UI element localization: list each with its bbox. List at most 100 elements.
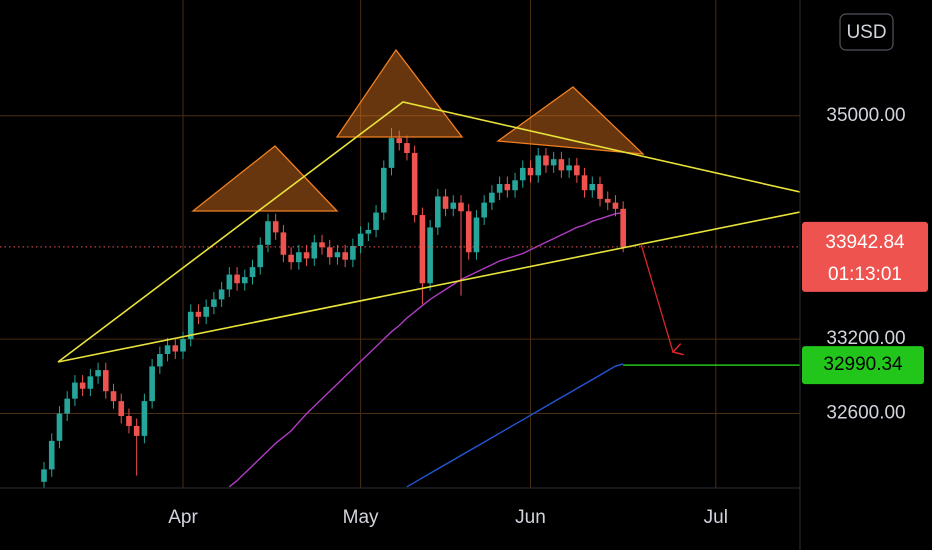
candle-body: [496, 184, 503, 193]
candle-body: [79, 382, 86, 389]
plot-area: [0, 128, 800, 488]
y-tick-label: 32600.00: [826, 403, 905, 424]
candle-body: [543, 155, 549, 166]
candle-body: [257, 244, 264, 268]
candle-body: [180, 339, 186, 352]
candle-body: [288, 254, 294, 263]
trend-line-lower: [57, 211, 800, 363]
candle-body: [149, 366, 155, 402]
candle-body: [380, 167, 387, 213]
candle-body: [504, 184, 511, 191]
candle-body: [218, 289, 225, 300]
candle-body: [535, 155, 542, 176]
y-tick-label: 33200.00: [826, 328, 905, 349]
candle-body: [265, 221, 271, 245]
x-tick-label: Jun: [515, 507, 546, 528]
target-box: [802, 346, 924, 385]
x-tick-label: Jul: [704, 507, 728, 528]
trend-line-upper: [57, 101, 800, 363]
candle-body: [234, 274, 240, 284]
candle-body: [550, 159, 557, 166]
candle-body: [110, 391, 117, 402]
candle-body: [388, 138, 395, 168]
candle-body: [419, 215, 426, 284]
candle-body: [195, 311, 202, 317]
candle-body: [56, 413, 63, 441]
down-arrow: [640, 243, 673, 352]
candle-body: [64, 398, 70, 414]
currency-label: USD: [846, 22, 886, 43]
candle-body: [249, 267, 256, 278]
candle-body: [357, 233, 364, 247]
candle-body: [566, 165, 572, 171]
candle-body: [203, 306, 209, 317]
candle-body: [411, 152, 418, 216]
x-tick-label: May: [343, 507, 379, 528]
candle-body: [489, 192, 495, 203]
candle-body: [612, 202, 619, 209]
candle-body: [442, 196, 449, 209]
triangle-head: [335, 48, 464, 138]
candle-body: [226, 274, 233, 290]
candle-body: [458, 202, 464, 212]
axes: 35000.00 33200.00 32600.00 Apr May Jun Jul 3394…: [168, 105, 928, 528]
candle-body: [187, 311, 194, 340]
countdown-label: 01:13:01: [828, 264, 902, 285]
candle-body: [126, 416, 132, 426]
candle-body: [396, 138, 403, 144]
candle-body: [604, 198, 611, 203]
candle-body: [72, 382, 78, 399]
y-tick-label: 35000.00: [826, 105, 905, 126]
candle-body: [157, 353, 163, 367]
candle-body: [48, 440, 55, 470]
candle-body: [319, 242, 325, 248]
candle-body: [481, 202, 487, 218]
candle-body: [589, 184, 596, 191]
candle-body: [296, 252, 302, 263]
candle-body: [326, 247, 333, 258]
moving-average: [228, 211, 624, 488]
candle-body: [350, 246, 356, 260]
candle-body: [172, 345, 179, 352]
candle-body: [164, 345, 171, 354]
candle-body: [211, 299, 217, 307]
candle-body: [574, 165, 580, 176]
candle-body: [118, 401, 125, 417]
drawings: [57, 48, 800, 363]
candle-body: [365, 229, 372, 234]
candle-body: [272, 221, 279, 233]
candle-body: [512, 180, 518, 191]
last-price-box: [802, 221, 928, 292]
candle-body: [87, 376, 94, 389]
candle-body: [620, 208, 626, 247]
triangle-right: [496, 86, 645, 155]
candle-body: [558, 159, 565, 171]
candle-body: [303, 252, 310, 259]
last-price-label: 33942.84: [825, 232, 905, 253]
candle-body: [41, 469, 47, 482]
candle-body: [581, 175, 588, 191]
candle-body: [435, 196, 441, 228]
currency-button[interactable]: [839, 13, 894, 51]
candle-body: [102, 370, 109, 392]
candle-body: [404, 143, 410, 153]
candle-body: [465, 211, 472, 253]
x-tick-label: Apr: [168, 507, 198, 528]
candle-body: [597, 184, 603, 199]
candle-body: [427, 227, 433, 284]
moving-average: [406, 363, 624, 488]
candle-body: [241, 277, 248, 284]
candle-body: [334, 252, 341, 258]
candle-body: [141, 401, 148, 436]
candle-body: [280, 232, 287, 255]
candle-body: [311, 242, 318, 259]
candle-body: [473, 217, 480, 253]
target-label: 32990.34: [823, 354, 903, 375]
candle-body: [373, 212, 379, 230]
candle-body: [95, 370, 101, 377]
candle-body: [519, 167, 526, 181]
candle-body: [450, 202, 457, 209]
candle-body: [133, 425, 140, 436]
